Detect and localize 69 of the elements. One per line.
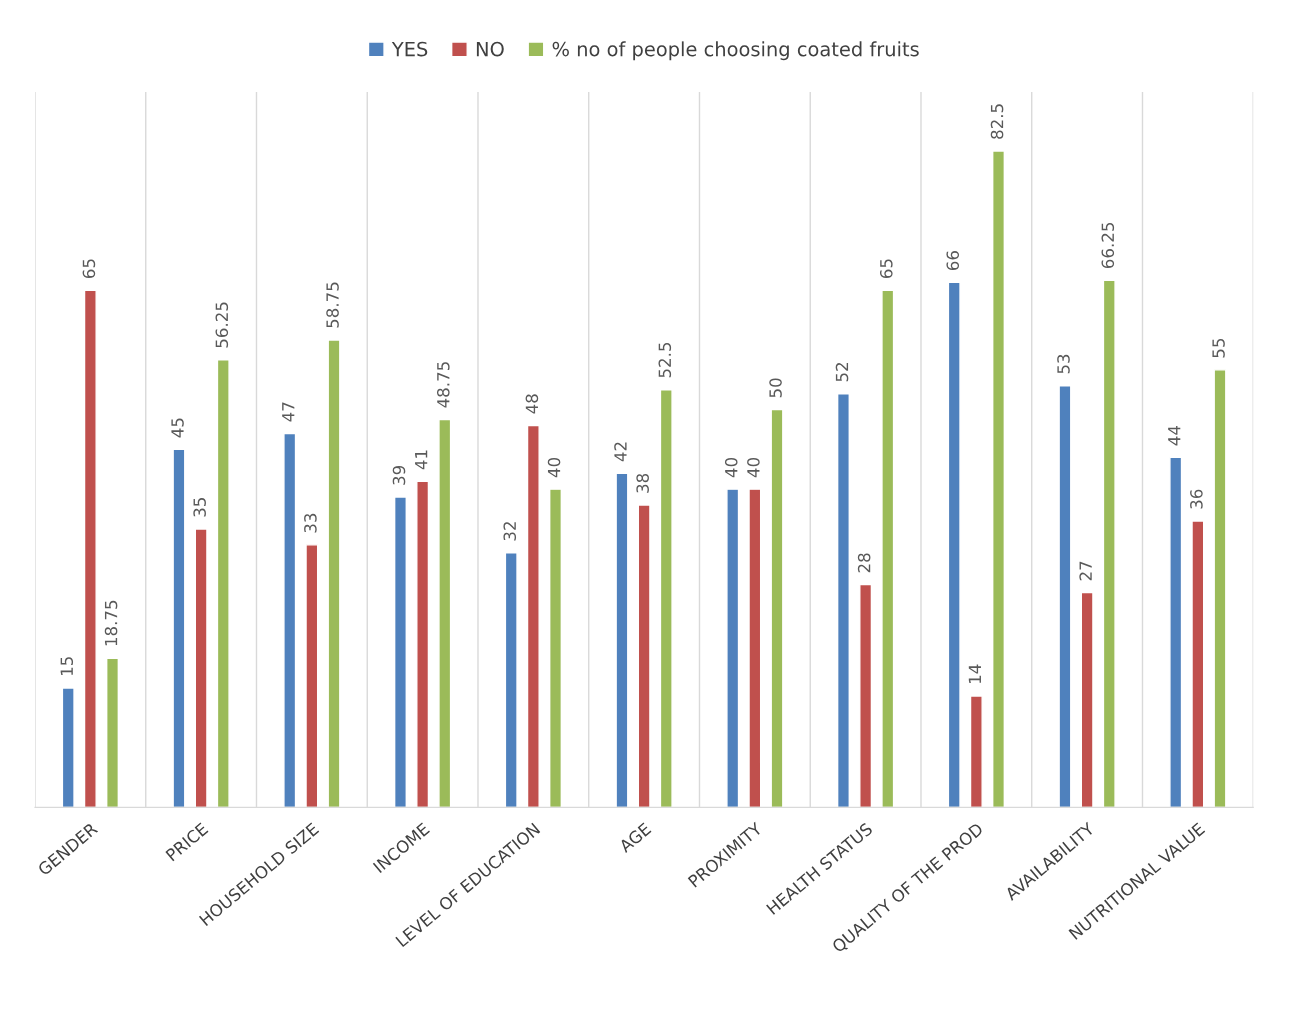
data-label: 40	[547, 457, 561, 478]
data-label: 58.75	[326, 282, 339, 328]
bar	[526, 424, 540, 808]
data-label: 52.5	[658, 342, 672, 378]
bar	[615, 472, 629, 808]
bar	[194, 528, 208, 808]
bar	[83, 289, 97, 808]
data-label: 48	[525, 394, 539, 414]
bar	[770, 408, 784, 808]
bar	[969, 695, 983, 808]
bar	[172, 448, 186, 808]
bar	[1058, 385, 1072, 808]
bar	[836, 392, 850, 808]
bar	[216, 359, 230, 808]
bar	[1080, 591, 1094, 808]
data-label: 36	[1190, 489, 1203, 509]
data-label: 39	[392, 465, 406, 485]
data-label: 66	[946, 251, 960, 271]
data-label: 32	[503, 522, 517, 541]
data-label: 82.5	[990, 104, 1004, 139]
bar	[748, 488, 762, 808]
data-label: 14	[968, 664, 981, 684]
data-label: 42	[614, 442, 627, 462]
data-label: 56.25	[215, 302, 229, 348]
data-label: 65	[82, 259, 96, 278]
legend-label: NO	[476, 41, 504, 57]
bar	[504, 552, 518, 808]
data-label: 48.75	[436, 362, 450, 408]
bar	[1169, 456, 1183, 808]
bar	[305, 544, 319, 808]
bar	[61, 687, 75, 808]
bar	[283, 432, 297, 808]
data-label: 33	[304, 513, 317, 533]
bar	[859, 583, 873, 808]
data-label: 40	[747, 457, 760, 478]
data-label: 53	[1057, 354, 1070, 374]
bar	[881, 289, 895, 808]
bar	[416, 480, 430, 808]
data-label: 40	[724, 457, 738, 478]
data-label: 18.75	[104, 600, 118, 646]
data-label: 38	[636, 473, 649, 493]
data-label: 47	[282, 402, 295, 422]
data-label: 45	[171, 418, 184, 438]
bar	[1213, 369, 1227, 808]
data-label: 52	[835, 363, 849, 382]
bar	[549, 488, 563, 808]
data-label: 65	[879, 259, 893, 278]
data-label: 66.25	[1101, 222, 1115, 269]
legend-label: YES	[391, 41, 428, 57]
data-label: 41	[415, 450, 428, 470]
data-label: 44	[1168, 425, 1181, 446]
bar	[1102, 279, 1116, 808]
legend-label: % no of people choosing coated fruits	[552, 41, 919, 61]
bar	[327, 339, 341, 808]
bar	[438, 418, 452, 808]
bar	[659, 389, 673, 808]
bar	[991, 150, 1006, 808]
data-label: 27	[1079, 561, 1092, 581]
data-label: 35	[193, 498, 206, 517]
bar	[106, 657, 120, 808]
bar	[393, 496, 407, 808]
data-label: 50	[769, 378, 782, 398]
data-label: 28	[857, 553, 871, 573]
bar	[947, 281, 961, 808]
data-label: 15	[60, 657, 74, 676]
bar	[1191, 520, 1205, 808]
bar	[726, 488, 740, 808]
data-label: 55	[1212, 338, 1225, 358]
bar	[637, 504, 651, 808]
